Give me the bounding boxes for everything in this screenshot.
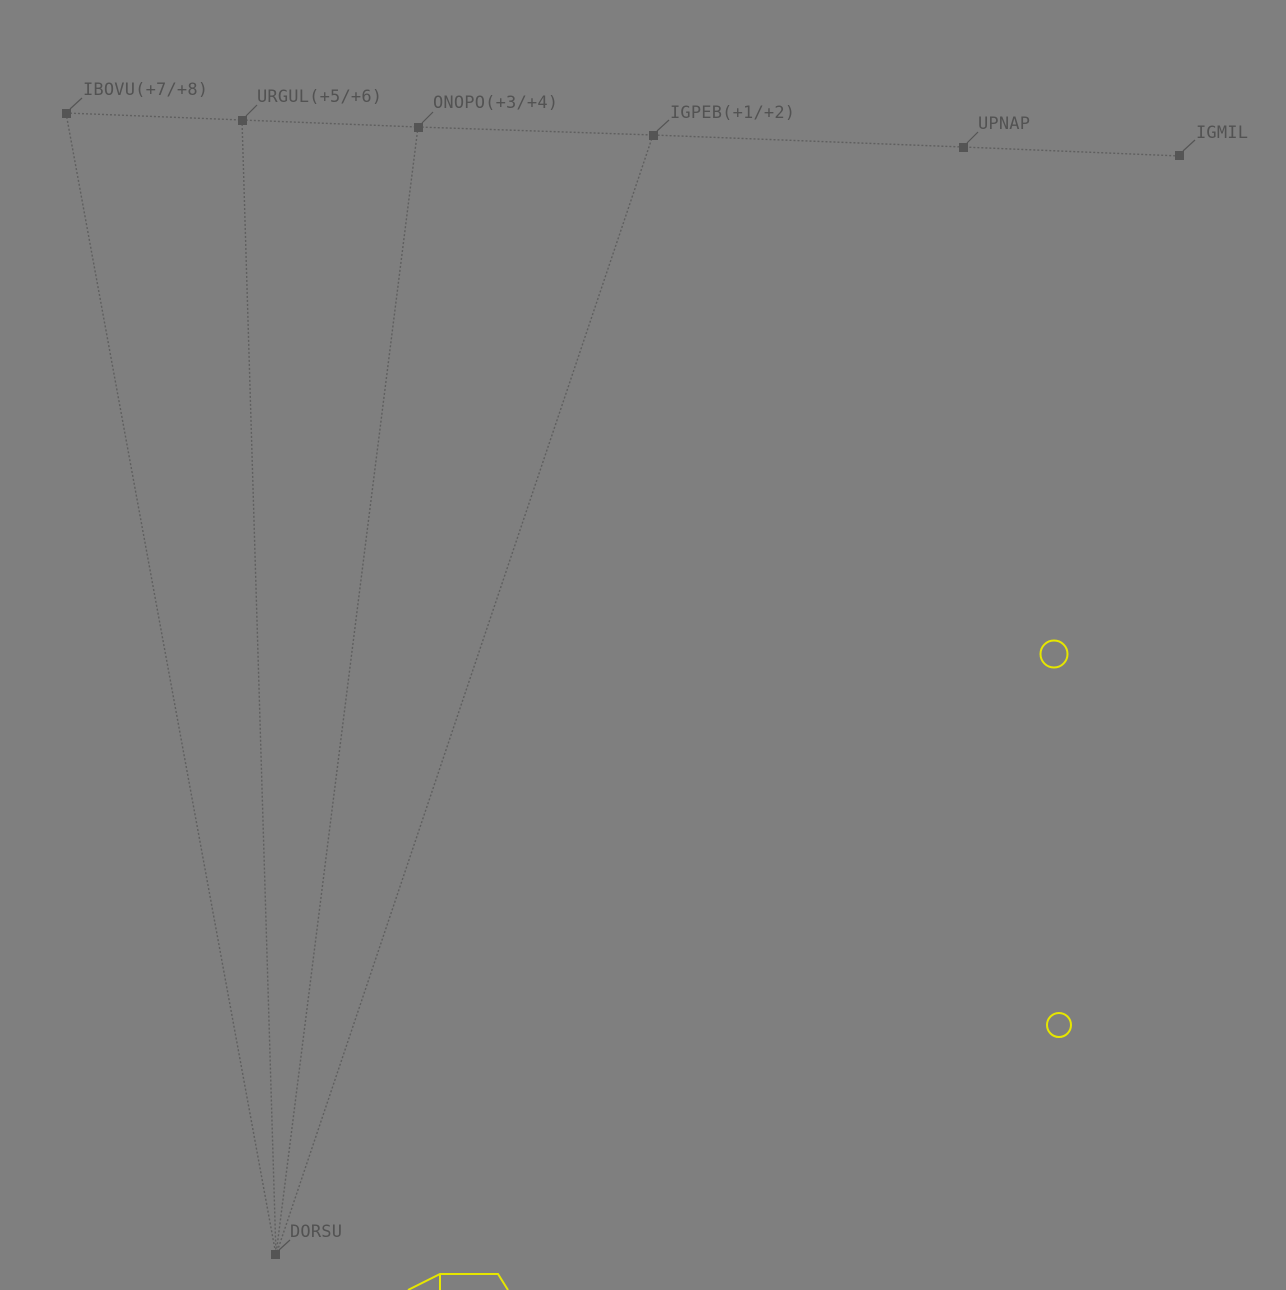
fix-urgul-label: URGUL(+5/+6) — [257, 87, 382, 107]
fix-onopo[interactable]: ONOPO(+3/+4) — [414, 93, 558, 132]
fix-igmil-symbol — [1175, 151, 1184, 160]
fix-dorsu-label: DORSU — [290, 1222, 342, 1242]
fix-dorsu-leader — [278, 1239, 291, 1251]
fix-onopo-symbol — [414, 123, 423, 132]
fix-igpeb-leader — [656, 119, 670, 132]
fix-ibovu[interactable]: IBOVU(+7/+8) — [62, 80, 208, 118]
fix-upnap-leader — [966, 131, 979, 144]
route-line-arc — [65, 112, 1181, 157]
fix-upnap[interactable]: UPNAP — [959, 114, 1030, 152]
fix-onopo-leader — [421, 111, 434, 124]
fix-urgul-symbol — [238, 116, 247, 125]
route-line-onopo-dorsu — [275, 126, 419, 1256]
fix-ibovu-label: IBOVU(+7/+8) — [83, 80, 208, 100]
fix-igmil-label: IGMIL — [1196, 123, 1248, 143]
route-line-igpeb-dorsu — [275, 134, 654, 1256]
fix-igmil-leader — [1182, 139, 1196, 152]
fix-urgul[interactable]: URGUL(+5/+6) — [238, 87, 382, 125]
fix-onopo-label: ONOPO(+3/+4) — [433, 93, 558, 113]
traffic-target-2[interactable] — [1046, 1012, 1072, 1038]
airspace-outline — [407, 1273, 509, 1290]
route-line-urgul-dorsu — [241, 119, 277, 1256]
traffic-target-1[interactable] — [1039, 639, 1069, 669]
fix-upnap-label: UPNAP — [978, 114, 1030, 134]
fix-igmil[interactable]: IGMIL — [1175, 123, 1248, 160]
fix-upnap-symbol — [959, 143, 968, 152]
route-line-ibovu-dorsu — [65, 112, 277, 1256]
fix-ibovu-symbol — [62, 109, 71, 118]
fix-igpeb-label: IGPEB(+1/+2) — [670, 103, 795, 123]
fix-igpeb[interactable]: IGPEB(+1/+2) — [649, 103, 795, 140]
fix-igpeb-symbol — [649, 131, 658, 140]
fix-dorsu-symbol — [271, 1250, 280, 1259]
fix-ibovu-leader — [69, 97, 83, 110]
fix-urgul-leader — [245, 104, 258, 117]
fix-dorsu[interactable]: DORSU — [271, 1222, 342, 1259]
